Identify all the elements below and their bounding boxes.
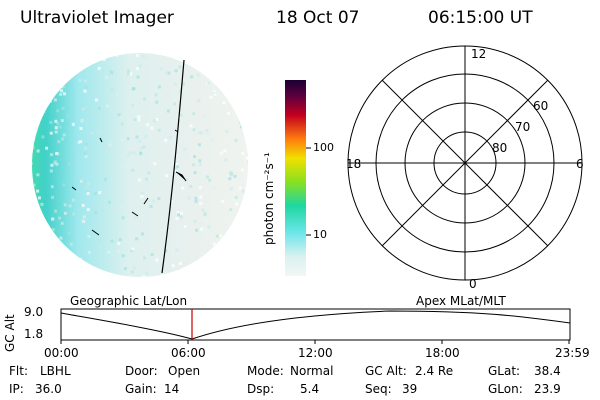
info-gain-label: Gain: xyxy=(125,382,157,396)
info-seq-label: Seq: xyxy=(365,382,392,396)
time-tick-1800: 18:00 xyxy=(425,346,460,360)
polar-mlat-mlt-plot: 12 0 18 6 60 70 80 xyxy=(346,45,584,291)
time-tick-0600: 06:00 xyxy=(171,346,206,360)
info-glat-value: 38.4 xyxy=(534,364,561,378)
mlat-label-80: 80 xyxy=(492,141,507,155)
info-gcalt-value: 2.4 Re xyxy=(415,364,454,378)
info-glon-label: GLon: xyxy=(488,382,523,396)
coastline-marks xyxy=(71,129,187,236)
info-gcalt-label: GC Alt: xyxy=(365,364,407,378)
mlt-label-18: 18 xyxy=(346,157,361,171)
info-flt-label: Flt: xyxy=(9,364,28,378)
info-glat-label: GLat: xyxy=(488,364,521,378)
uv-emission-field xyxy=(32,53,248,277)
info-glon-value: 23.9 xyxy=(534,382,561,396)
mlt-label-12: 12 xyxy=(471,47,486,61)
time-tick-2359: 23:59 xyxy=(555,346,590,360)
mlt-label-0: 0 xyxy=(469,277,477,291)
orbit-altitude-timeline[interactable] xyxy=(60,308,575,344)
info-mode-value: Normal xyxy=(290,364,334,378)
mlat-label-70: 70 xyxy=(515,120,530,134)
info-door-label: Door: xyxy=(125,364,158,378)
info-door-value: Open xyxy=(168,364,201,378)
mlt-label-6: 6 xyxy=(576,157,584,171)
info-dsp-label: Dsp: xyxy=(247,382,275,396)
info-ip-label: IP: xyxy=(9,382,24,396)
colorbar-tick-10: 10 xyxy=(313,228,327,241)
colorbar-gradient xyxy=(285,80,306,276)
instrument-title: Ultraviolet Imager xyxy=(20,8,174,28)
colorbar-unit-label: photon cm⁻²s⁻¹ xyxy=(262,152,276,245)
intensity-colorbar xyxy=(285,80,311,276)
apex-title: Apex MLat/MLT xyxy=(416,294,506,308)
gc-alt-tick-max: 9.0 xyxy=(24,305,44,319)
timeline-frame xyxy=(60,308,571,341)
colorbar-tick-100: 100 xyxy=(313,141,334,154)
geographic-title: Geographic Lat/Lon xyxy=(70,294,188,308)
info-gain-value: 14 xyxy=(164,382,180,396)
info-flt-value: LBHL xyxy=(40,364,71,378)
time-tick-0000: 00:00 xyxy=(44,346,79,360)
meridian-diag-2 xyxy=(381,79,549,247)
info-ip-value: 36.0 xyxy=(35,382,62,396)
earth-uv-image xyxy=(32,53,248,277)
gc-alt-axis-label: GC Alt xyxy=(3,314,17,352)
observation-time: 06:15:00 UT xyxy=(428,8,533,28)
mlat-label-60: 60 xyxy=(533,99,548,113)
altitude-curve xyxy=(60,310,571,340)
observation-date: 18 Oct 07 xyxy=(276,8,360,28)
info-dsp-value: 5.4 xyxy=(300,382,320,396)
gc-alt-tick-min: 1.8 xyxy=(24,327,44,341)
time-tick-1200: 12:00 xyxy=(298,346,333,360)
info-seq-value: 39 xyxy=(402,382,418,396)
terminator-line xyxy=(161,59,185,274)
info-mode-label: Mode: xyxy=(247,364,284,378)
